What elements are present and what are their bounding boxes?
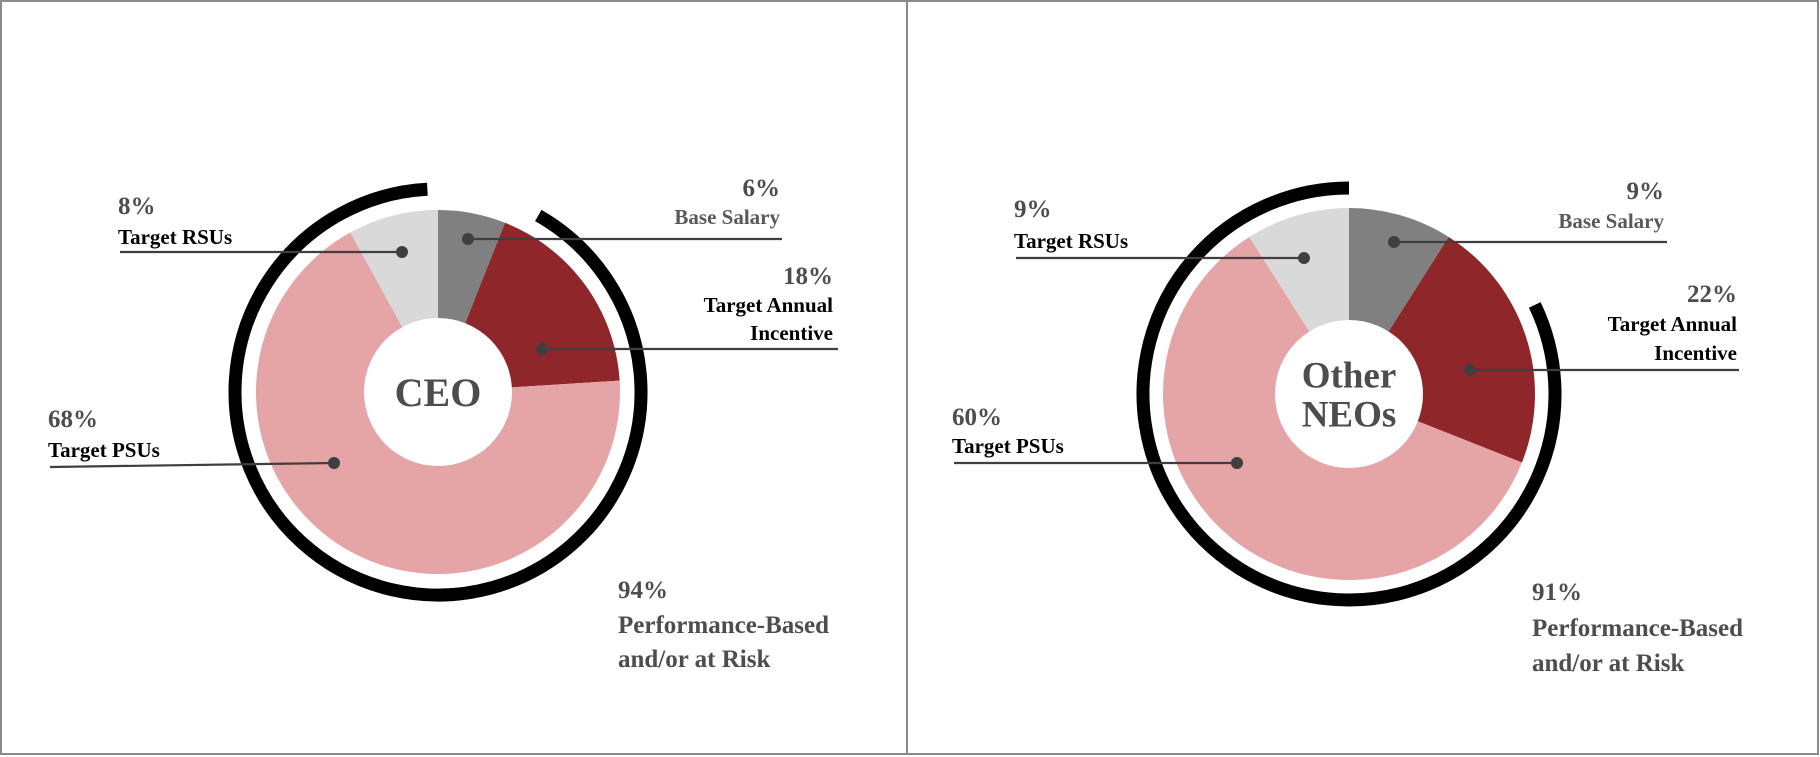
donut-hole	[364, 318, 512, 466]
category-label-target-rsus: Target RSUs	[118, 225, 232, 249]
value-label-target-rsus: 9%	[1014, 196, 1052, 223]
center-label: NEOs	[1302, 394, 1397, 435]
leader-dot-target-annual-incentive	[1464, 364, 1476, 376]
value-label-target-rsus: 8%	[118, 193, 156, 220]
ceo-pay-mix-donut-chart: CEO 6% Base Salary 18% Target Annual Incentiv…	[48, 175, 838, 673]
category-label-target-annual-incentive: Target Annual Incentive	[1608, 312, 1738, 365]
center-label: Other	[1302, 356, 1397, 397]
category-label-target-psus: Target PSUs	[952, 434, 1064, 458]
category-label-target-annual-incentive: Target Annual Incentive	[704, 293, 834, 345]
leader-dot-target-rsus	[396, 246, 408, 258]
performance-based-outer-arc	[228, 182, 648, 602]
leader-dot-target-annual-incentive	[536, 343, 548, 355]
value-label-target-psus: 68%	[48, 406, 98, 433]
leader-dot-base-salary	[462, 233, 474, 245]
value-label-target-psus: 60%	[952, 404, 1002, 431]
category-label-base-salary: Base Salary	[1558, 209, 1664, 233]
value-label-base-salary: 6%	[743, 175, 781, 202]
center-label: CEO	[395, 370, 482, 415]
leader-dot-target-psus	[1231, 457, 1243, 469]
value-label-target-annual-incentive: 18%	[783, 263, 833, 290]
performance-based-value: 91%	[1532, 579, 1582, 606]
value-label-base-salary: 9%	[1627, 178, 1665, 205]
category-label-base-salary: Base Salary	[674, 205, 780, 229]
leader-dot-base-salary	[1388, 236, 1400, 248]
leader-dot-target-psus	[328, 457, 340, 469]
other-neos-pay-mix-panel: Other NEOs 9% Base Salary 22% Target Annual In…	[906, 0, 1819, 755]
category-label-target-rsus: Target RSUs	[1014, 229, 1128, 253]
performance-based-value: 94%	[618, 577, 668, 604]
leader-line-target-psus	[49, 461, 335, 469]
ceo-pay-mix-panel: CEO 6% Base Salary 18% Target Annual Incentiv…	[0, 0, 908, 755]
performance-based-outer-arc	[1136, 181, 1562, 607]
category-label-target-psus: Target PSUs	[48, 438, 160, 462]
value-label-target-annual-incentive: 22%	[1687, 281, 1737, 308]
donut-hole	[1275, 320, 1423, 468]
performance-based-label: Performance-Based and/or at Risk	[618, 612, 829, 673]
leader-dot-target-rsus	[1298, 252, 1310, 264]
performance-based-label: Performance-Based and/or at Risk	[1532, 615, 1743, 677]
